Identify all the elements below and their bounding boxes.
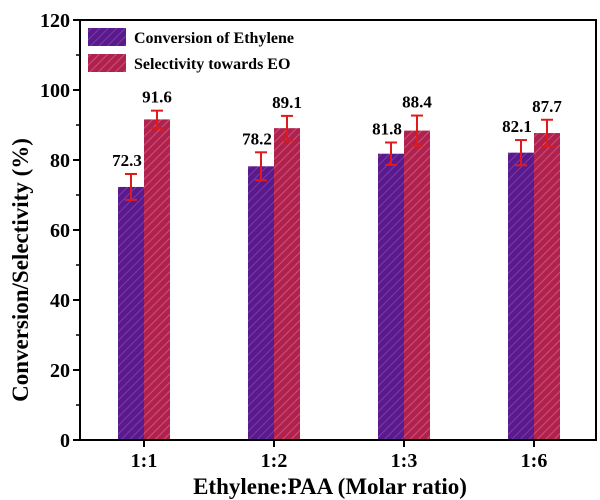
data-label: 82.1 xyxy=(502,117,532,136)
bar-conversion-0 xyxy=(118,186,144,440)
data-label: 78.2 xyxy=(242,129,272,148)
data-label: 89.1 xyxy=(272,93,302,112)
bar-selectivity-0 xyxy=(144,119,170,441)
data-label: 87.7 xyxy=(532,97,562,116)
x-tick-label: 1:1 xyxy=(131,450,158,472)
bar-conversion-1 xyxy=(248,166,274,441)
y-tick-label: 60 xyxy=(50,220,70,242)
y-tick-label: 0 xyxy=(60,430,70,452)
x-axis-title: Ethylene:PAA (Molar ratio) xyxy=(193,474,467,499)
y-tick-label: 120 xyxy=(40,10,70,32)
bar-selectivity-2 xyxy=(404,130,430,440)
y-axis-title: Conversion/Selectivity (%) xyxy=(8,138,33,402)
y-tick-label: 100 xyxy=(40,80,70,102)
bar-selectivity-1 xyxy=(274,128,300,440)
data-label: 72.3 xyxy=(112,151,142,170)
bar-conversion-3 xyxy=(508,152,534,440)
data-labels-layer: 72.3 91.6 78.289.1 81.888.4 82.187.7 xyxy=(112,88,562,170)
bars-layer xyxy=(118,119,560,441)
bar-conversion-2 xyxy=(378,153,404,440)
error-bars-layer xyxy=(125,109,553,201)
legend: Conversion of Ethylene Selectivity toward… xyxy=(88,28,294,73)
data-label: 88.4 xyxy=(402,93,432,112)
data-label: 91.6 xyxy=(142,88,172,107)
legend-label: Conversion of Ethylene xyxy=(134,30,294,47)
y-tick-label: 40 xyxy=(50,290,70,312)
x-tick-label: 1:6 xyxy=(521,450,548,472)
bar-selectivity-3 xyxy=(534,133,560,441)
legend-label: Selectivity towards EO xyxy=(134,56,290,73)
y-tick-label: 20 xyxy=(50,360,70,382)
x-tick-label: 1:3 xyxy=(391,450,418,472)
data-label: 81.8 xyxy=(372,120,402,139)
axes-layer: 1:1 1:2 1:3 1:6 0 20 40 60 80 100 120 xyxy=(40,10,597,472)
y-tick-label: 80 xyxy=(50,150,70,172)
legend-swatch-selectivity xyxy=(88,54,126,72)
legend-swatch-conversion xyxy=(88,28,126,46)
x-tick-label: 1:2 xyxy=(261,450,288,472)
